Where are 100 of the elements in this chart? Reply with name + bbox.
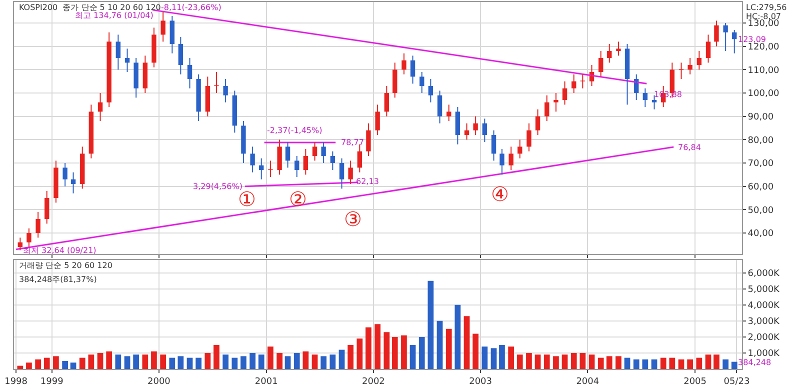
bar	[268, 346, 274, 369]
bar	[464, 316, 470, 369]
bar	[482, 346, 488, 369]
y-tick-label: 2,000K	[748, 333, 781, 344]
bar	[508, 346, 514, 369]
bar	[312, 354, 318, 369]
annotation: 384,248	[738, 358, 772, 367]
annotation: -8,11(-23,66%)	[161, 3, 222, 12]
y-tick-label: 3,000K	[748, 317, 781, 328]
annotation: ②	[289, 187, 307, 211]
bar	[330, 354, 336, 369]
bar	[133, 354, 139, 369]
bar	[401, 335, 407, 369]
bar	[490, 348, 497, 369]
y-tick-label: 40,00	[748, 229, 774, 240]
y-tick-label: 1,000K	[748, 349, 781, 360]
bar	[160, 354, 166, 369]
bar	[446, 328, 452, 369]
bar	[705, 354, 712, 369]
bar	[553, 356, 559, 369]
bar	[392, 336, 398, 369]
y-tick-label: 70,00	[748, 159, 774, 170]
bar	[151, 351, 157, 369]
bar	[284, 356, 291, 369]
bar	[356, 338, 363, 369]
x-tick-label: 2001	[254, 376, 278, 387]
annotation: 384,248주(81,37%)	[19, 275, 97, 284]
bar	[669, 358, 676, 369]
bar	[616, 356, 622, 369]
y-tick-label: 130,00	[748, 19, 780, 30]
bar	[588, 354, 595, 369]
bar	[384, 332, 390, 369]
bar	[186, 358, 193, 369]
bar	[302, 351, 309, 369]
annotation: KOSPI200 종가 단순 5 10 20 60 120	[19, 3, 161, 12]
y-tick-label: 90,00	[748, 112, 774, 122]
bar	[624, 358, 630, 369]
bar	[642, 359, 648, 369]
bar	[258, 354, 264, 369]
bar	[115, 354, 122, 369]
bar	[338, 350, 345, 369]
bar	[687, 359, 693, 369]
bar	[544, 354, 550, 369]
bar	[580, 352, 586, 369]
bar	[570, 352, 577, 369]
y-tick-label: 4,000K	[748, 301, 781, 312]
bar	[348, 344, 354, 369]
bar	[714, 354, 720, 369]
candlestick	[580, 74, 586, 89]
annotation: ④	[491, 182, 509, 206]
x-tick-label: 2002	[362, 376, 385, 387]
bar	[436, 320, 443, 369]
bar	[106, 351, 112, 369]
y-tick-label: 5,000K	[748, 285, 781, 295]
bar	[534, 354, 541, 369]
text: LC:279,56	[746, 3, 787, 12]
x-tick-label: 2005	[684, 376, 707, 387]
annotation: 62,13	[356, 177, 379, 186]
annotation: -2,37(-1,45%)	[267, 126, 322, 135]
bar	[562, 354, 568, 369]
y-tick-label: 50,00	[748, 206, 774, 216]
annotation: 거래량 단순 5 20 60 120	[19, 261, 112, 270]
bar	[606, 356, 612, 369]
bar	[204, 352, 211, 369]
x-tick-label: 2004	[576, 376, 600, 387]
bar	[250, 352, 256, 369]
bar	[526, 352, 532, 369]
bar	[731, 362, 738, 369]
bar	[88, 354, 94, 369]
candlestick	[554, 92, 558, 112]
annotation: 3,29(4,56%)	[193, 182, 242, 191]
bar	[598, 358, 604, 369]
y-tick-label: 6,000K	[748, 268, 781, 279]
bar	[178, 356, 184, 369]
bar	[472, 334, 478, 369]
bar	[214, 344, 220, 369]
bar	[79, 358, 86, 369]
bar	[62, 360, 68, 369]
x-tick-label: 2003	[469, 376, 492, 387]
text: HC:-8,07	[746, 12, 781, 21]
bar	[633, 359, 640, 369]
bar	[660, 358, 666, 369]
bar	[17, 366, 24, 369]
x-tick-label: 1998	[4, 376, 28, 387]
bar	[70, 362, 76, 369]
annotation: 123,09	[738, 35, 766, 44]
bar	[410, 344, 416, 369]
y-tick-label: 80,00	[748, 136, 774, 146]
bar	[53, 356, 59, 369]
x-tick-label: 1999	[40, 376, 64, 387]
bar	[696, 358, 702, 369]
bar	[44, 358, 50, 369]
bar	[276, 352, 282, 369]
bar	[418, 336, 425, 369]
annotation: 78,77	[341, 138, 364, 147]
candlestick	[616, 41, 621, 56]
bar	[294, 352, 300, 369]
bar	[222, 354, 228, 369]
bar	[124, 356, 130, 369]
annotation: 최고 134,76 (01/04)	[75, 11, 154, 20]
